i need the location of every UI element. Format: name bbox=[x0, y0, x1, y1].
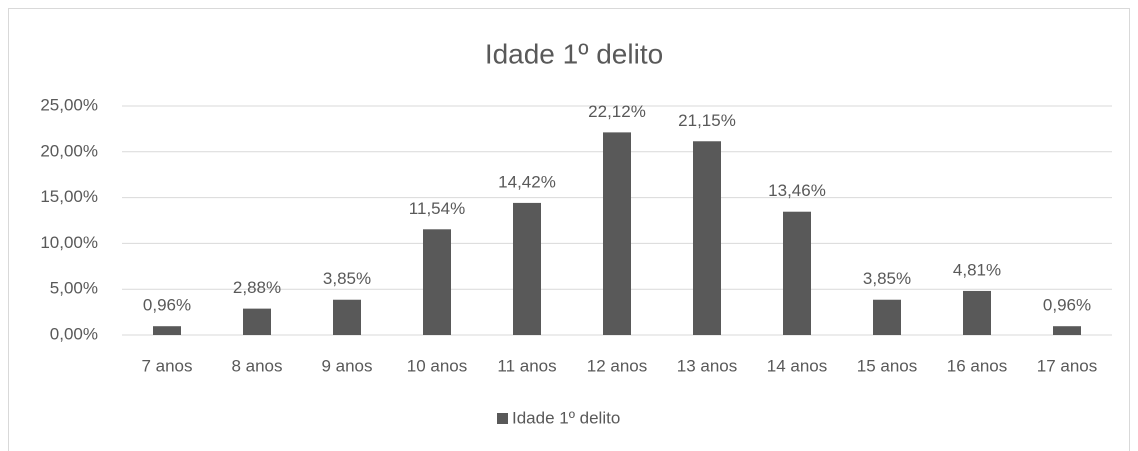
bar bbox=[243, 308, 271, 335]
y-tick-label: 5,00% bbox=[50, 279, 98, 298]
legend-swatch bbox=[497, 413, 508, 424]
y-tick-label: 10,00% bbox=[40, 233, 98, 252]
x-tick-label: 17 anos bbox=[1037, 356, 1098, 375]
y-tick-label: 15,00% bbox=[40, 187, 98, 206]
data-label: 22,12% bbox=[588, 102, 646, 121]
data-label: 21,15% bbox=[678, 111, 736, 130]
data-label: 3,85% bbox=[863, 269, 911, 288]
bar bbox=[693, 141, 721, 335]
legend-label: Idade 1º delito bbox=[512, 408, 620, 427]
data-label: 3,85% bbox=[323, 269, 371, 288]
data-label: 2,88% bbox=[233, 278, 281, 297]
bar bbox=[1053, 326, 1081, 335]
y-tick-label: 0,00% bbox=[50, 324, 98, 343]
bar bbox=[153, 326, 181, 335]
bar bbox=[783, 211, 811, 335]
data-label: 4,81% bbox=[953, 260, 1001, 279]
x-tick-label: 16 anos bbox=[947, 356, 1008, 375]
data-label: 14,42% bbox=[498, 172, 556, 191]
bar bbox=[333, 299, 361, 335]
bar bbox=[873, 299, 901, 335]
x-tick-label: 11 anos bbox=[497, 356, 556, 375]
x-tick-label: 15 anos bbox=[857, 356, 918, 375]
y-tick-label: 25,00% bbox=[40, 95, 98, 114]
bar bbox=[513, 202, 541, 335]
y-tick-label: 20,00% bbox=[40, 141, 98, 160]
data-label: 13,46% bbox=[768, 181, 826, 200]
bar bbox=[423, 229, 451, 335]
data-label: 11,54% bbox=[409, 199, 465, 218]
x-tick-label: 9 anos bbox=[321, 356, 372, 375]
x-tick-label: 14 anos bbox=[767, 356, 828, 375]
data-label: 0,96% bbox=[143, 296, 191, 315]
x-tick-label: 12 anos bbox=[587, 356, 648, 375]
x-tick-label: 7 anos bbox=[141, 356, 192, 375]
data-label: 0,96% bbox=[1043, 296, 1091, 315]
chart-border bbox=[8, 8, 1130, 451]
bar bbox=[603, 132, 631, 335]
bar bbox=[963, 290, 991, 335]
chart-title: Idade 1º delito bbox=[485, 38, 663, 69]
x-tick-label: 10 anos bbox=[407, 356, 468, 375]
x-tick-label: 8 anos bbox=[231, 356, 282, 375]
x-tick-label: 13 anos bbox=[677, 356, 738, 375]
